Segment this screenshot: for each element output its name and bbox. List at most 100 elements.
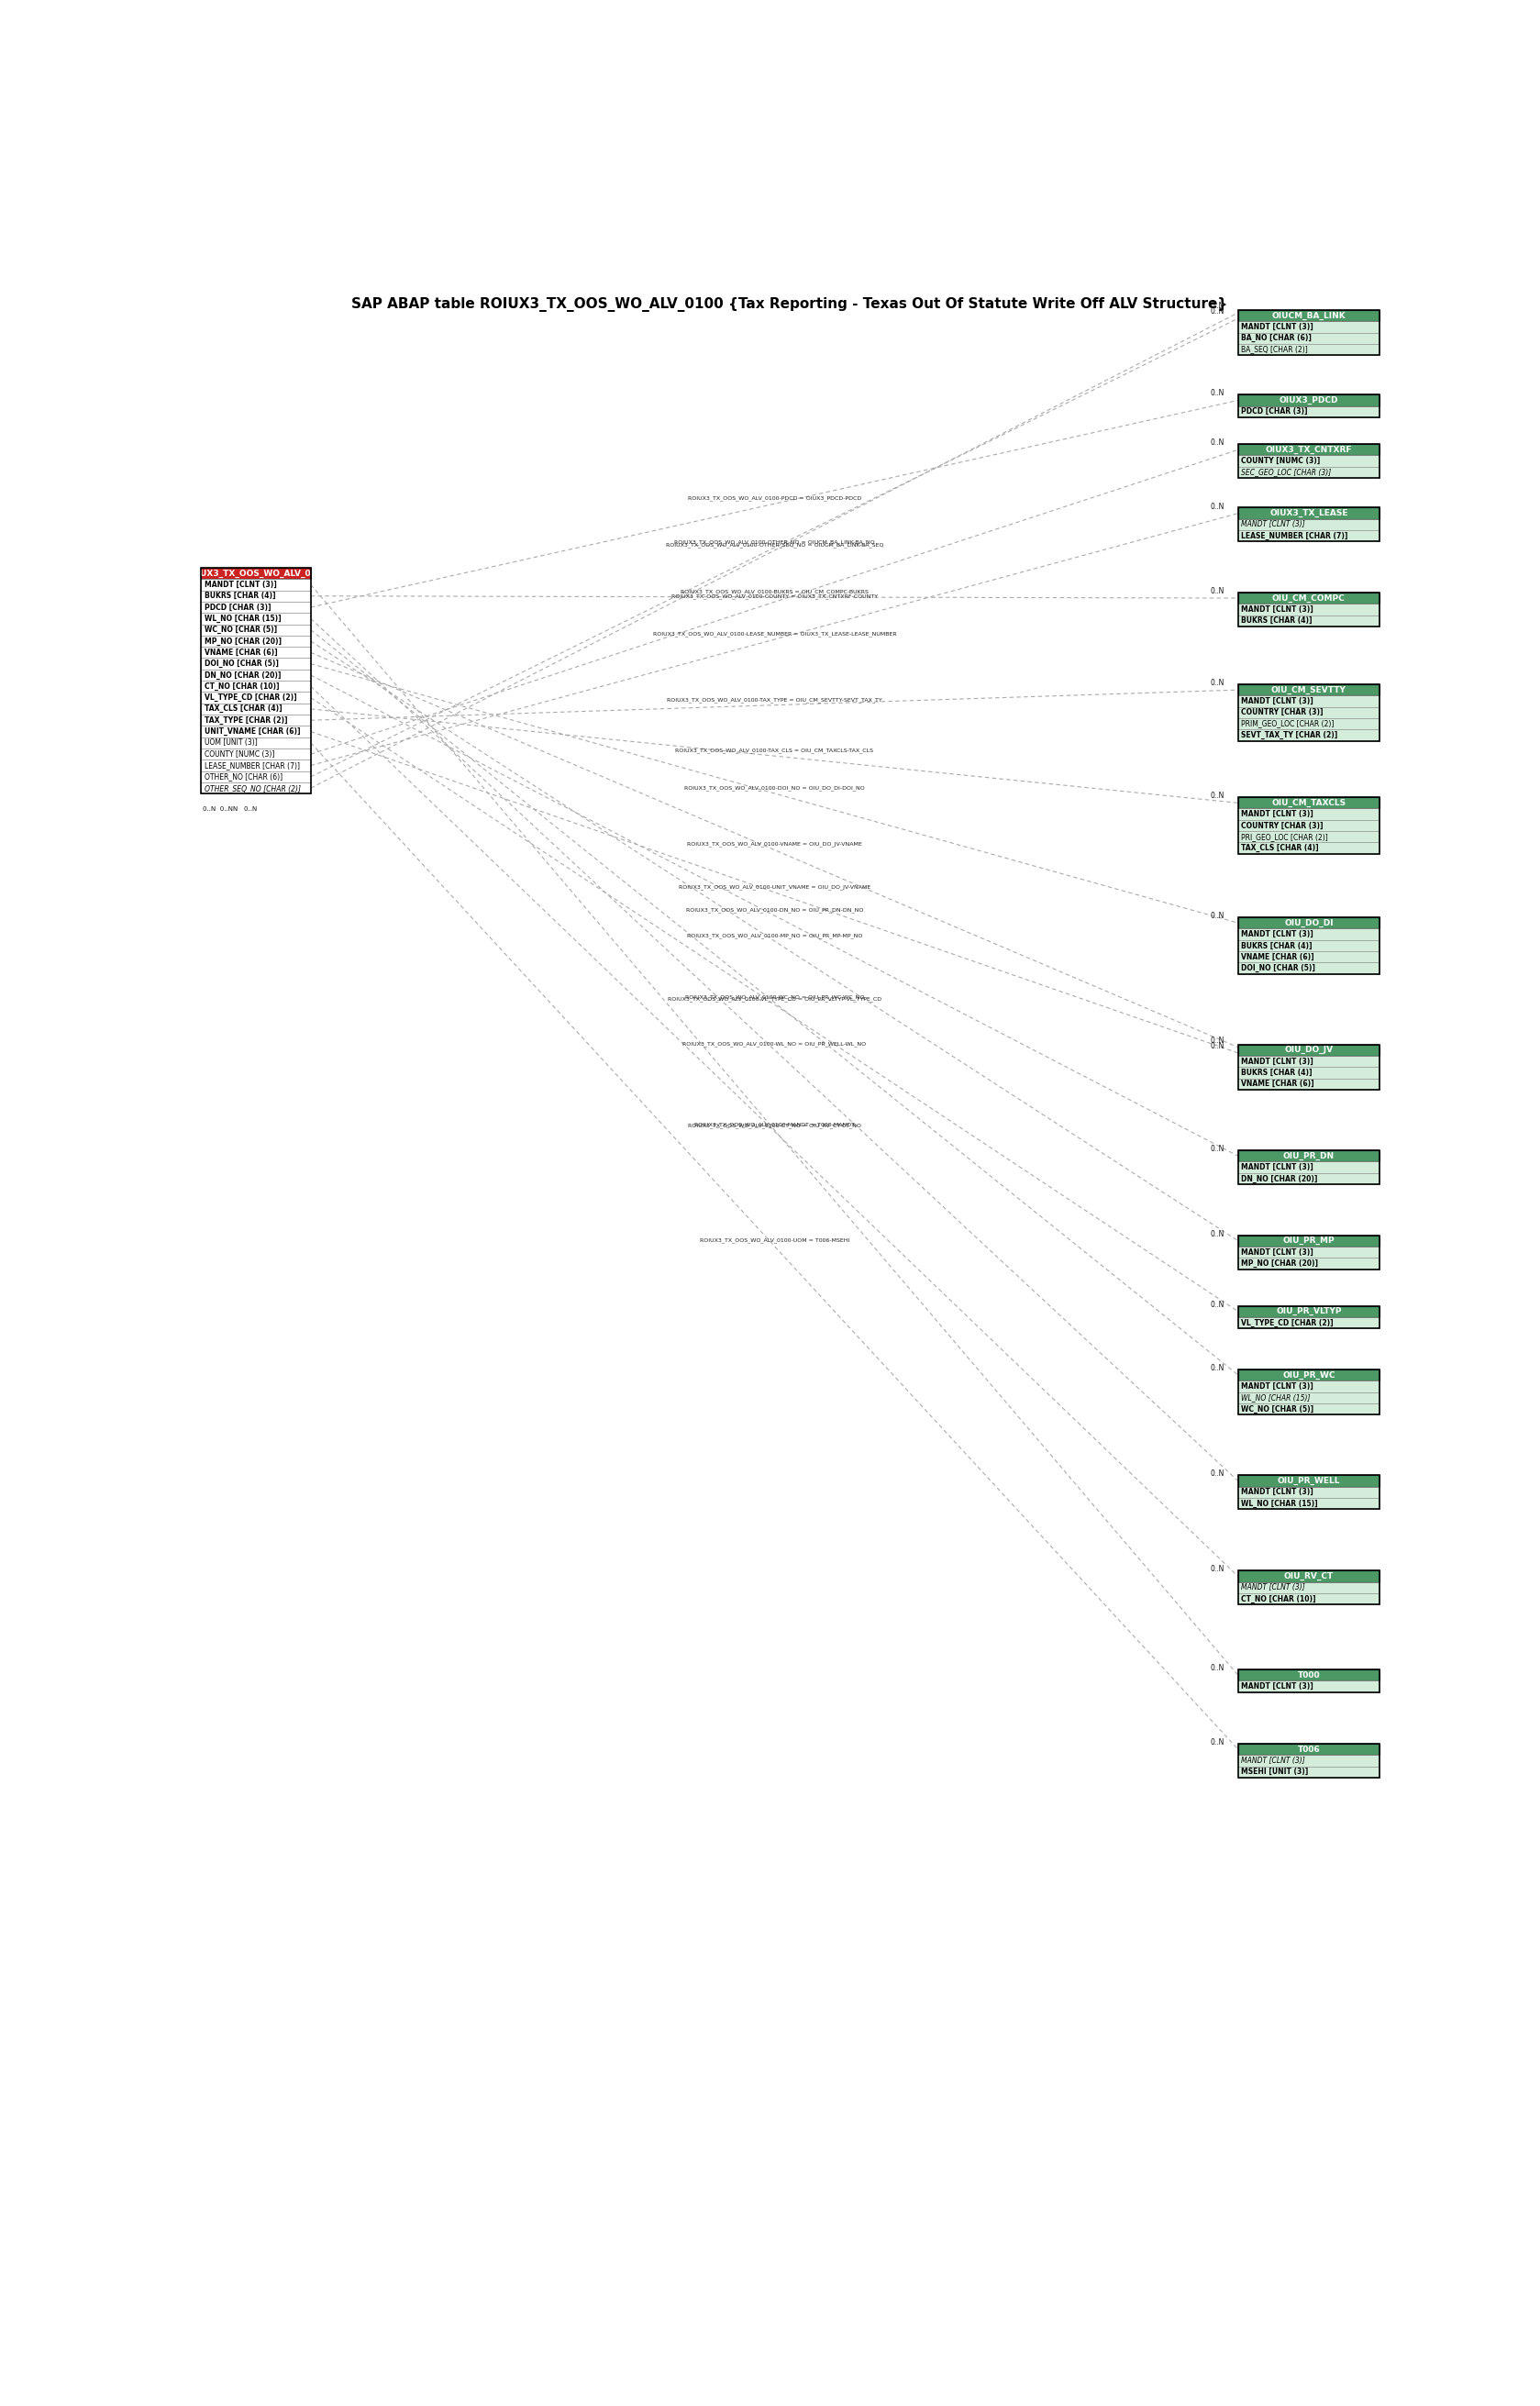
- Text: TAX_CLS [CHAR (4)]: TAX_CLS [CHAR (4)]: [205, 705, 282, 712]
- FancyBboxPatch shape: [1238, 1306, 1380, 1316]
- FancyBboxPatch shape: [1238, 616, 1380, 626]
- Text: WC_NO [CHAR (5)]: WC_NO [CHAR (5)]: [205, 626, 277, 635]
- Text: ROIUX3_TX_OOS_WO_ALV_0100-UNIT_VNAME = OIU_DO_JV-VNAME: ROIUX3_TX_OOS_WO_ALV_0100-UNIT_VNAME = O…: [679, 885, 870, 890]
- FancyBboxPatch shape: [1238, 520, 1380, 529]
- Text: VNAME [CHAR (6)]: VNAME [CHAR (6)]: [205, 647, 277, 657]
- Text: ROIUX3_TX_OOS_WO_ALV_0100-VL_TYPE_CD = OIU_PR_VLTYP-VL_TYPE_CD: ROIUX3_TX_OOS_WO_ALV_0100-VL_TYPE_CD = O…: [667, 996, 881, 1001]
- Text: WL_NO [CHAR (15)]: WL_NO [CHAR (15)]: [1241, 1393, 1311, 1403]
- Text: CT_NO [CHAR (10)]: CT_NO [CHAR (10)]: [1241, 1595, 1315, 1602]
- Text: 0..N: 0..N: [1210, 503, 1224, 510]
- Text: COUNTRY [CHAR (3)]: COUNTRY [CHAR (3)]: [1241, 707, 1323, 717]
- FancyBboxPatch shape: [202, 760, 311, 770]
- FancyBboxPatch shape: [1238, 1174, 1380, 1184]
- FancyBboxPatch shape: [202, 703, 311, 715]
- Text: UNIT_VNAME [CHAR (6)]: UNIT_VNAME [CHAR (6)]: [205, 727, 300, 736]
- FancyBboxPatch shape: [1238, 592, 1380, 604]
- Text: MANDT [CLNT (3)]: MANDT [CLNT (3)]: [1241, 1162, 1314, 1172]
- Text: PDCD [CHAR (3)]: PDCD [CHAR (3)]: [205, 604, 271, 611]
- Text: VL_TYPE_CD [CHAR (2)]: VL_TYPE_CD [CHAR (2)]: [205, 693, 296, 703]
- Text: DN_NO [CHAR (20)]: DN_NO [CHAR (20)]: [205, 671, 280, 678]
- FancyBboxPatch shape: [1238, 820, 1380, 830]
- Text: ROIUX3_TX_OOS_WO_ALV_0100-WC_NO = OIU_PR_WC-WC_NO: ROIUX3_TX_OOS_WO_ALV_0100-WC_NO = OIU_PR…: [685, 994, 864, 998]
- Text: 0..N: 0..N: [1210, 301, 1224, 310]
- FancyBboxPatch shape: [1238, 1403, 1380, 1415]
- Text: MANDT [CLNT (3)]: MANDT [CLNT (3)]: [1241, 1249, 1314, 1256]
- FancyBboxPatch shape: [202, 669, 311, 681]
- FancyBboxPatch shape: [1238, 1381, 1380, 1393]
- FancyBboxPatch shape: [202, 614, 311, 623]
- Text: 0..N: 0..N: [1210, 438, 1224, 448]
- Text: T006: T006: [1297, 1744, 1320, 1754]
- FancyBboxPatch shape: [1238, 1369, 1380, 1381]
- Text: BUKRS [CHAR (4)]: BUKRS [CHAR (4)]: [205, 592, 276, 599]
- Text: LEASE_NUMBER [CHAR (7)]: LEASE_NUMBER [CHAR (7)]: [1241, 532, 1348, 539]
- Text: MANDT [CLNT (3)]: MANDT [CLNT (3)]: [1241, 1056, 1314, 1066]
- Text: ROIUX3_TX_OOS_WO_ALV_0100-DN_NO = OIU_PR_DN-DN_NO: ROIUX3_TX_OOS_WO_ALV_0100-DN_NO = OIU_PR…: [685, 907, 862, 912]
- FancyBboxPatch shape: [1238, 1499, 1380, 1509]
- FancyBboxPatch shape: [1238, 322, 1380, 332]
- FancyBboxPatch shape: [202, 715, 311, 727]
- Text: DN_NO [CHAR (20)]: DN_NO [CHAR (20)]: [1241, 1174, 1317, 1184]
- Text: 0..N  0..NN   0..N: 0..N 0..NN 0..N: [203, 806, 257, 811]
- Text: 0..N: 0..N: [1210, 912, 1224, 919]
- Text: 0..N: 0..N: [1210, 1145, 1224, 1152]
- FancyBboxPatch shape: [1238, 529, 1380, 541]
- Text: 0..N: 0..N: [1210, 1566, 1224, 1574]
- Text: 0..N: 0..N: [1210, 792, 1224, 801]
- Text: OIU_DO_JV: OIU_DO_JV: [1284, 1047, 1334, 1054]
- Text: OIU_PR_VLTYP: OIU_PR_VLTYP: [1277, 1306, 1341, 1316]
- FancyBboxPatch shape: [1238, 962, 1380, 974]
- FancyBboxPatch shape: [1238, 1670, 1380, 1682]
- FancyBboxPatch shape: [1238, 695, 1380, 707]
- Text: ROIUX3_TX_OOS_WO_ALV_0100-MANDT = T000-MANDT: ROIUX3_TX_OOS_WO_ALV_0100-MANDT = T000-M…: [695, 1121, 855, 1126]
- FancyBboxPatch shape: [1238, 1393, 1380, 1403]
- FancyBboxPatch shape: [1238, 950, 1380, 962]
- FancyBboxPatch shape: [1238, 717, 1380, 729]
- Text: 0..N: 0..N: [1210, 1470, 1224, 1477]
- FancyBboxPatch shape: [1238, 917, 1380, 929]
- FancyBboxPatch shape: [1238, 1316, 1380, 1328]
- Text: 0..N: 0..N: [1210, 1299, 1224, 1309]
- Text: MANDT [CLNT (3)]: MANDT [CLNT (3)]: [1241, 698, 1314, 705]
- FancyBboxPatch shape: [1238, 310, 1380, 322]
- Text: ROIUX3_TX_OOS_WO_ALV_0100-DOI_NO = OIU_DO_DI-DOI_NO: ROIUX3_TX_OOS_WO_ALV_0100-DOI_NO = OIU_D…: [684, 784, 864, 792]
- Text: OIU_PR_DN: OIU_PR_DN: [1283, 1152, 1335, 1160]
- Text: ROIUX3_TX_OOS_WO_ALV_0100-CT_NO = OIU_RV_CT-CT_NO: ROIUX3_TX_OOS_WO_ALV_0100-CT_NO = OIU_RV…: [688, 1124, 861, 1128]
- Text: ROIUX3_TX_OOS_WO_ALV_0100-LEASE_NUMBER = OIUX3_TX_LEASE-LEASE_NUMBER: ROIUX3_TX_OOS_WO_ALV_0100-LEASE_NUMBER =…: [653, 630, 896, 638]
- Text: VNAME [CHAR (6)]: VNAME [CHAR (6)]: [1241, 1080, 1314, 1088]
- FancyBboxPatch shape: [202, 727, 311, 736]
- Text: UOM [UNIT (3)]: UOM [UNIT (3)]: [205, 739, 257, 746]
- Text: MANDT [CLNT (3)]: MANDT [CLNT (3)]: [1241, 931, 1314, 938]
- Text: BA_NO [CHAR (6)]: BA_NO [CHAR (6)]: [1241, 334, 1312, 342]
- Text: MANDT [CLNT (3)]: MANDT [CLNT (3)]: [205, 580, 276, 589]
- Text: ROIUX3_TX_OOS_WO_ALV_0100-WL_NO = OIU_PR_WELL-WL_NO: ROIUX3_TX_OOS_WO_ALV_0100-WL_NO = OIU_PR…: [682, 1042, 865, 1047]
- Text: COUNTY [NUMC (3)]: COUNTY [NUMC (3)]: [205, 751, 274, 758]
- Text: WL_NO [CHAR (15)]: WL_NO [CHAR (15)]: [205, 614, 280, 623]
- FancyBboxPatch shape: [1238, 1044, 1380, 1056]
- Text: MP_NO [CHAR (20)]: MP_NO [CHAR (20)]: [1241, 1258, 1318, 1268]
- Text: 0..N: 0..N: [1210, 390, 1224, 397]
- FancyBboxPatch shape: [1238, 1682, 1380, 1691]
- FancyBboxPatch shape: [202, 568, 311, 580]
- FancyBboxPatch shape: [202, 623, 311, 635]
- FancyBboxPatch shape: [202, 782, 311, 794]
- Text: OIU_CM_COMPC: OIU_CM_COMPC: [1272, 594, 1346, 602]
- FancyBboxPatch shape: [1238, 1754, 1380, 1766]
- FancyBboxPatch shape: [1238, 707, 1380, 717]
- FancyBboxPatch shape: [1238, 1744, 1380, 1754]
- FancyBboxPatch shape: [1238, 344, 1380, 356]
- Text: 0..N: 0..N: [1210, 1737, 1224, 1747]
- FancyBboxPatch shape: [1238, 830, 1380, 842]
- FancyBboxPatch shape: [1238, 1066, 1380, 1078]
- Text: MANDT [CLNT (3)]: MANDT [CLNT (3)]: [1241, 1583, 1304, 1593]
- FancyBboxPatch shape: [1238, 683, 1380, 695]
- FancyBboxPatch shape: [1238, 467, 1380, 479]
- FancyBboxPatch shape: [1238, 1475, 1380, 1487]
- FancyBboxPatch shape: [1238, 395, 1380, 407]
- Text: DOI_NO [CHAR (5)]: DOI_NO [CHAR (5)]: [205, 659, 279, 669]
- Text: WC_NO [CHAR (5)]: WC_NO [CHAR (5)]: [1241, 1405, 1314, 1412]
- Text: SEVT_TAX_TY [CHAR (2)]: SEVT_TAX_TY [CHAR (2)]: [1241, 731, 1337, 739]
- Text: PRI_GEO_LOC [CHAR (2)]: PRI_GEO_LOC [CHAR (2)]: [1241, 832, 1327, 842]
- FancyBboxPatch shape: [202, 635, 311, 647]
- Text: MANDT [CLNT (3)]: MANDT [CLNT (3)]: [1241, 606, 1314, 614]
